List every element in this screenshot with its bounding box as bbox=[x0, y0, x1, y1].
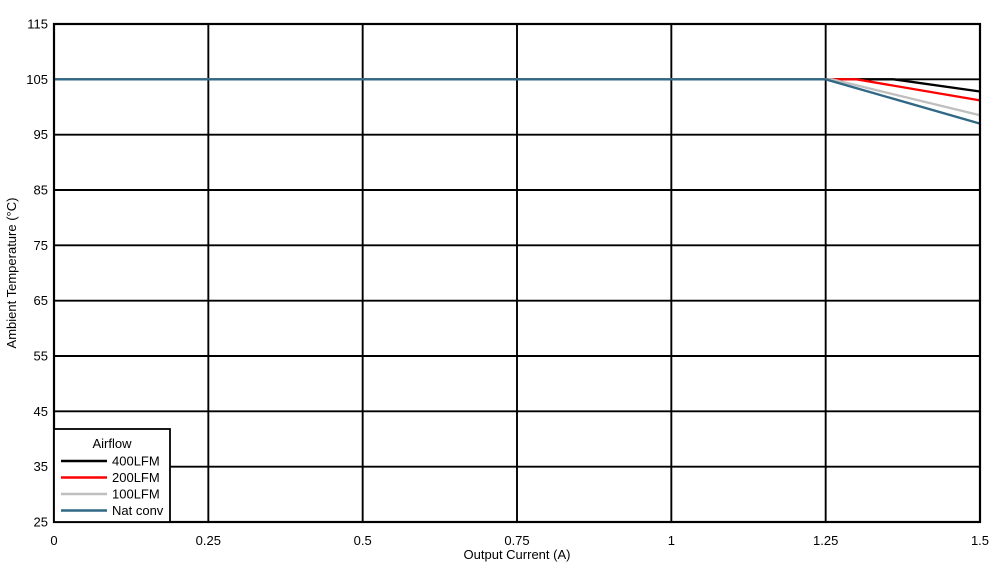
x-tick-labels: 0 0.25 0.5 0.75 1 1.25 1.5 bbox=[50, 533, 989, 548]
y-tick-label: 105 bbox=[26, 72, 48, 87]
x-tick-label: 0.5 bbox=[354, 533, 372, 548]
x-tick-label: 1.25 bbox=[813, 533, 838, 548]
gridlines bbox=[53, 23, 981, 523]
y-tick-label: 95 bbox=[34, 127, 48, 142]
legend-label-3: 100LFM bbox=[112, 487, 160, 502]
plot-border bbox=[52, 22, 982, 524]
x-tick-label: 0.25 bbox=[196, 533, 221, 548]
x-tick-label: 0 bbox=[50, 533, 57, 548]
x-axis-title: Output Current (A) bbox=[464, 547, 571, 562]
legend-label-2: 200LFM bbox=[112, 470, 160, 485]
y-tick-label: 65 bbox=[34, 293, 48, 308]
y-axis-title: Ambient Temperature (°C) bbox=[4, 198, 19, 349]
y-tick-label: 25 bbox=[34, 515, 48, 530]
y-tick-label: 75 bbox=[34, 238, 48, 253]
x-tick-label: 1.5 bbox=[971, 533, 989, 548]
y-tick-label: 115 bbox=[27, 17, 48, 32]
border-rect bbox=[52, 22, 982, 524]
legend-label-4: Nat conv bbox=[112, 503, 164, 518]
x-tick-label: 0.75 bbox=[504, 533, 529, 548]
legend-box-title: Airflow bbox=[92, 436, 132, 451]
series-line-nat-conv bbox=[54, 78, 981, 125]
x-tick-label: 1 bbox=[668, 533, 675, 548]
legend-box bbox=[53, 428, 171, 523]
y-tick-label: 45 bbox=[34, 404, 48, 419]
y-tick-labels: 25 35 45 55 65 75 85 95 105 115 bbox=[26, 17, 48, 530]
y-tick-label: 85 bbox=[34, 183, 48, 198]
series-lines bbox=[54, 78, 981, 125]
y-tick-label: 55 bbox=[34, 349, 48, 364]
legend-label-1: 400LFM bbox=[112, 454, 160, 469]
y-tick-label: 35 bbox=[34, 459, 48, 474]
